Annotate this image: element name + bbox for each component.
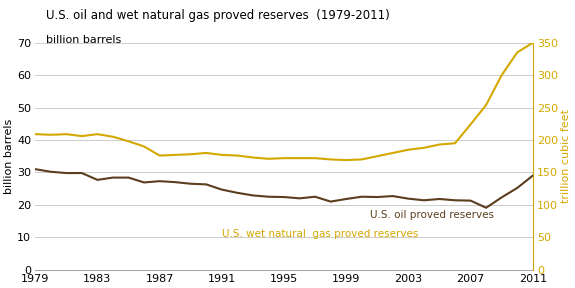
Y-axis label: trillion cubic feet: trillion cubic feet xyxy=(561,109,571,203)
Y-axis label: billion barrels: billion barrels xyxy=(4,119,14,194)
Text: U.S. oil proved reserves: U.S. oil proved reserves xyxy=(370,210,493,220)
Text: U.S. oil and wet natural gas proved reserves  (1979-2011): U.S. oil and wet natural gas proved rese… xyxy=(46,9,390,22)
Text: U.S. wet natural  gas proved reserves: U.S. wet natural gas proved reserves xyxy=(222,229,418,238)
Text: billion barrels: billion barrels xyxy=(46,35,121,45)
